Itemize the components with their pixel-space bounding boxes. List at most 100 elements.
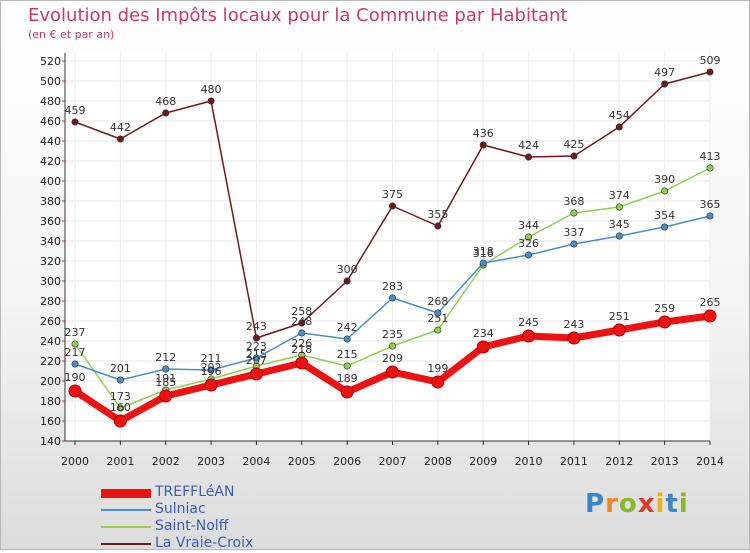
data-label-trefflean: 245 (518, 316, 539, 329)
data-label-saint-nolff: 215 (337, 348, 358, 361)
data-label-la-vraie-croix: 355 (427, 208, 448, 221)
y-tick-label: 320 (40, 255, 61, 268)
data-point-trefflean (204, 378, 218, 392)
y-tick-label: 260 (40, 315, 61, 328)
data-label-sulniac: 326 (518, 237, 539, 250)
legend-label: TREFFLéAN (155, 484, 235, 500)
x-tick-label: 2008 (424, 455, 452, 468)
data-label-la-vraie-croix: 300 (337, 263, 358, 276)
legend-item-sulniac: Sulniac (101, 501, 361, 519)
proxiti-logo: Proxiti (585, 489, 689, 519)
data-label-la-vraie-croix: 258 (291, 305, 312, 318)
data-label-la-vraie-croix: 468 (155, 95, 176, 108)
data-point-saint-nolff (434, 326, 442, 334)
data-point-trefflean (567, 331, 581, 345)
data-label-saint-nolff: 251 (427, 312, 448, 325)
data-point-sulniac (343, 335, 351, 343)
data-point-trefflean (68, 384, 82, 398)
data-point-sulniac (116, 376, 124, 384)
data-point-la-vraie-croix (388, 202, 396, 210)
data-label-saint-nolff: 368 (563, 195, 584, 208)
data-point-la-vraie-croix (71, 118, 79, 126)
data-point-trefflean (295, 356, 309, 370)
data-label-sulniac: 365 (700, 198, 721, 211)
data-point-saint-nolff (343, 362, 351, 370)
logo-letter: x (637, 489, 656, 519)
data-label-saint-nolff: 390 (654, 173, 675, 186)
data-label-la-vraie-croix: 424 (518, 139, 539, 152)
data-label-saint-nolff: 215 (246, 348, 267, 361)
data-point-saint-nolff (71, 340, 79, 348)
data-point-sulniac (661, 223, 669, 231)
data-point-sulniac (525, 251, 533, 259)
data-label-sulniac: 211 (201, 352, 222, 365)
x-tick-label: 2002 (152, 455, 180, 468)
x-tick-label: 2014 (696, 455, 724, 468)
data-point-trefflean (249, 367, 263, 381)
data-label-trefflean: 234 (473, 327, 494, 340)
data-label-trefflean: 218 (291, 343, 312, 356)
logo-letter: i (655, 489, 666, 519)
data-point-trefflean (386, 365, 399, 379)
x-tick-label: 2007 (379, 455, 407, 468)
legend-label: La Vraie-Croix (155, 535, 254, 551)
data-point-sulniac (706, 212, 714, 220)
data-point-saint-nolff (388, 342, 396, 350)
data-label-trefflean: 190 (65, 371, 86, 384)
data-label-la-vraie-croix: 243 (246, 320, 267, 333)
x-tick-label: 2000 (61, 455, 89, 468)
data-label-trefflean: 199 (427, 362, 448, 375)
data-label-sulniac: 223 (246, 340, 267, 353)
data-label-saint-nolff: 173 (110, 390, 131, 403)
logo-letter: o (618, 489, 638, 519)
data-label-saint-nolff: 344 (518, 219, 539, 232)
y-tick-label: 360 (40, 215, 61, 228)
data-label-trefflean: 265 (700, 296, 721, 309)
legend-item-trefflean: TREFFLéAN (101, 484, 361, 502)
data-label-saint-nolff: 191 (155, 372, 176, 385)
data-label-saint-nolff: 226 (291, 337, 312, 350)
data-point-la-vraie-croix (615, 123, 623, 131)
legend-swatch (101, 526, 151, 528)
y-tick-label: 240 (40, 335, 61, 348)
data-point-sulniac (252, 354, 260, 362)
data-label-sulniac: 248 (291, 315, 312, 328)
data-label-saint-nolff: 374 (609, 189, 630, 202)
data-point-trefflean (703, 309, 717, 323)
data-point-la-vraie-croix (162, 109, 170, 117)
data-label-trefflean: 185 (155, 376, 176, 389)
logo-letter: r (605, 489, 619, 519)
x-tick-label: 2013 (651, 455, 679, 468)
data-label-la-vraie-croix: 436 (473, 127, 494, 140)
data-point-saint-nolff (116, 404, 124, 412)
x-tick-label: 2004 (242, 455, 270, 468)
y-tick-label: 160 (40, 415, 61, 428)
data-point-la-vraie-croix (706, 68, 714, 76)
y-tick-label: 340 (40, 235, 61, 248)
y-tick-label: 140 (40, 435, 61, 448)
data-label-saint-nolff: 413 (700, 150, 721, 163)
chart-subtitle: (en € et par an) (28, 28, 115, 41)
x-tick-label: 2012 (605, 455, 633, 468)
data-label-trefflean: 196 (201, 365, 222, 378)
data-label-la-vraie-croix: 509 (700, 54, 721, 67)
data-label-la-vraie-croix: 442 (110, 121, 131, 134)
data-point-la-vraie-croix (116, 135, 124, 143)
data-label-la-vraie-croix: 497 (654, 66, 675, 79)
data-point-la-vraie-croix (207, 97, 215, 105)
data-label-sulniac: 318 (473, 245, 494, 258)
data-label-saint-nolff: 316 (473, 247, 494, 260)
data-point-trefflean (159, 389, 173, 403)
data-label-trefflean: 189 (337, 372, 358, 385)
data-label-sulniac: 217 (65, 346, 86, 359)
data-label-sulniac: 212 (155, 351, 176, 364)
data-label-sulniac: 345 (609, 218, 630, 231)
data-label-trefflean: 160 (110, 401, 131, 414)
data-point-sulniac (71, 360, 79, 368)
data-point-trefflean (612, 323, 626, 337)
data-point-trefflean (476, 340, 490, 354)
data-point-sulniac (207, 366, 215, 374)
logo-letter: t (665, 489, 679, 519)
data-point-sulniac (479, 259, 487, 267)
logo-letter: P (585, 489, 606, 519)
